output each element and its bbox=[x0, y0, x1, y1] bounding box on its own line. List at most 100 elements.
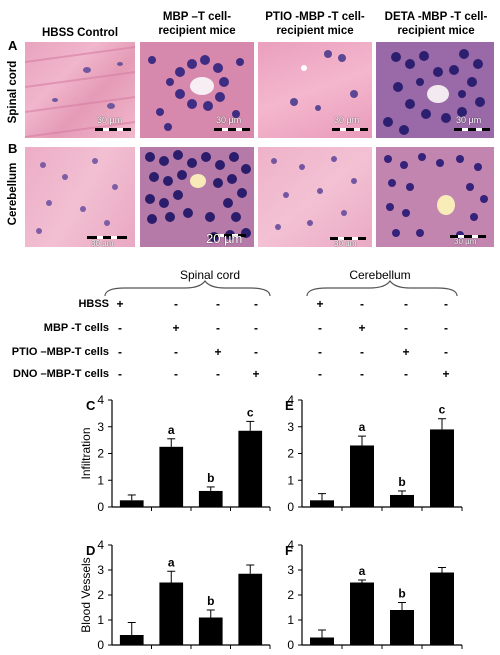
y-tick-label: 2 bbox=[287, 447, 294, 461]
scale-label: 30 µm bbox=[216, 115, 242, 125]
treatment-label: DNO –MBP-T cells bbox=[13, 368, 109, 380]
treatment-sign: - bbox=[174, 297, 178, 311]
panel-letter: F bbox=[285, 543, 293, 558]
treatment-sign: - bbox=[118, 321, 122, 335]
y-tick-label: 2 bbox=[97, 588, 104, 602]
histology-image-spinal-deta: 30 µm bbox=[376, 42, 494, 138]
y-axis-label: Blood Vessels bbox=[79, 557, 93, 632]
tissue-texture bbox=[384, 153, 488, 239]
significance-label: a bbox=[359, 564, 366, 578]
column-header-deta: DETA -MBP -T cell- recipient mice bbox=[384, 11, 488, 37]
treatment-sign: - bbox=[444, 345, 448, 359]
treatment-sign: - bbox=[118, 345, 122, 359]
y-tick-label: 0 bbox=[287, 638, 294, 652]
scale-label: 30 µm bbox=[456, 115, 482, 125]
scale-label: 30 µm bbox=[334, 115, 360, 125]
scale-label: 20 µm bbox=[206, 231, 243, 246]
treatment-sign: - bbox=[318, 321, 322, 335]
bar bbox=[350, 445, 374, 507]
bar bbox=[159, 446, 184, 507]
histology-image-cerebellum-ptio: 30 µm bbox=[258, 147, 372, 247]
tissue-texture bbox=[271, 156, 357, 230]
histology-image-cerebellum-mbp: 20 µm bbox=[140, 147, 254, 247]
treatment-sign: - bbox=[360, 297, 364, 311]
bar bbox=[119, 500, 144, 507]
significance-label: b bbox=[398, 475, 405, 489]
column-header-hbss: HBSS Control bbox=[41, 27, 119, 39]
bar bbox=[350, 582, 374, 645]
treatment-sign: - bbox=[216, 367, 220, 381]
scale-label: 30 µm bbox=[91, 239, 114, 247]
bar bbox=[390, 494, 414, 507]
treatment-sign: - bbox=[444, 297, 448, 311]
panel-letter-a: A bbox=[8, 38, 18, 53]
treatment-sign: + bbox=[214, 345, 222, 359]
group-label-cerebellum: Cerebellum bbox=[349, 268, 411, 282]
y-axis-label: Infiltration bbox=[79, 427, 93, 479]
significance-label: a bbox=[168, 423, 175, 437]
treatment-sign: - bbox=[254, 321, 258, 335]
y-tick-label: 4 bbox=[97, 393, 104, 407]
y-tick-label: 2 bbox=[97, 447, 104, 461]
treatment-label: HBSS bbox=[78, 298, 109, 310]
significance-label: a bbox=[359, 420, 366, 434]
significance-label: a bbox=[168, 555, 175, 569]
y-tick-label: 1 bbox=[287, 613, 294, 627]
histology-image-cerebellum-deta: 30 µm bbox=[376, 147, 494, 247]
treatment-sign: - bbox=[444, 321, 448, 335]
y-tick-label: 2 bbox=[287, 588, 294, 602]
treatment-sign: - bbox=[318, 345, 322, 359]
treatment-sign: - bbox=[360, 367, 364, 381]
treatment-sign: - bbox=[174, 345, 178, 359]
y-tick-label: 1 bbox=[287, 473, 294, 487]
y-tick-label: 3 bbox=[287, 420, 294, 434]
treatment-sign: - bbox=[254, 297, 258, 311]
tissue-texture bbox=[383, 49, 485, 135]
bar bbox=[119, 635, 144, 645]
panel-letter-b: B bbox=[8, 141, 18, 156]
significance-label: b bbox=[398, 587, 405, 601]
y-tick-label: 0 bbox=[97, 500, 104, 514]
significance-label: c bbox=[247, 405, 254, 419]
treatment-sign: - bbox=[254, 345, 258, 359]
treatment-sign: - bbox=[216, 321, 220, 335]
treatment-sign: - bbox=[404, 297, 408, 311]
tissue-texture bbox=[25, 46, 135, 138]
scale-label: 30 µm bbox=[97, 115, 123, 125]
y-tick-label: 4 bbox=[97, 538, 104, 552]
y-tick-label: 0 bbox=[287, 500, 294, 514]
panel-letter: E bbox=[285, 398, 294, 413]
tissue-texture bbox=[290, 50, 358, 111]
y-tick-label: 0 bbox=[97, 638, 104, 652]
treatment-sign: + bbox=[316, 297, 324, 311]
bar bbox=[310, 500, 334, 507]
treatment-sign: - bbox=[404, 321, 408, 335]
bar bbox=[430, 572, 454, 645]
histology-image-cerebellum-hbss: 30 µm bbox=[25, 147, 135, 247]
bar bbox=[198, 490, 223, 507]
bar bbox=[198, 617, 223, 645]
panel-letter: D bbox=[86, 543, 95, 558]
group-label-spinal-cord: Spinal cord bbox=[179, 268, 241, 282]
y-tick-label: 4 bbox=[287, 538, 294, 552]
scale-label: 30 µm bbox=[454, 237, 477, 246]
histology-image-spinal-mbp: 30 µm bbox=[140, 42, 254, 138]
group-braces bbox=[104, 280, 458, 297]
treatment-sign: + bbox=[172, 321, 180, 335]
treatment-sign: - bbox=[216, 297, 220, 311]
y-tick-label: 1 bbox=[97, 613, 104, 627]
treatment-label: PTIO –MBP-T cells bbox=[11, 346, 109, 358]
significance-label: b bbox=[207, 594, 214, 608]
y-tick-label: 4 bbox=[287, 393, 294, 407]
treatment-sign: + bbox=[358, 321, 366, 335]
treatment-sign: - bbox=[360, 345, 364, 359]
treatment-sign: - bbox=[118, 367, 122, 381]
tissue-texture bbox=[148, 55, 244, 131]
histology-image-spinal-hbss: 30 µm bbox=[25, 42, 135, 138]
bar bbox=[238, 573, 263, 645]
treatment-sign: + bbox=[442, 367, 450, 381]
y-tick-label: 1 bbox=[97, 473, 104, 487]
histology-image-spinal-ptio: 30 µm bbox=[258, 42, 372, 138]
significance-label: c bbox=[439, 403, 446, 417]
